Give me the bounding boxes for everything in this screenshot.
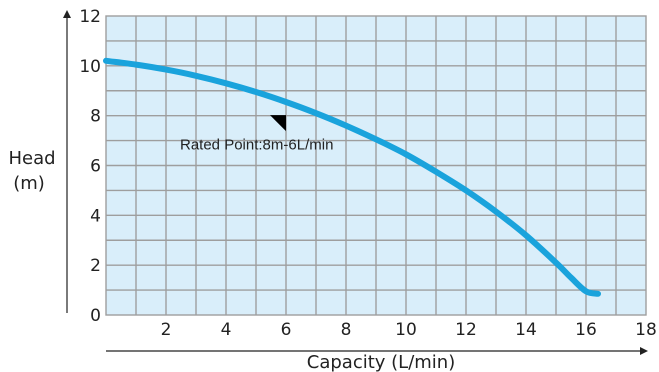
grid-layer xyxy=(106,16,646,315)
y-tick-label: 2 xyxy=(90,256,101,276)
x-tick-label: 8 xyxy=(341,320,352,340)
y-axis-title-line2: (m) xyxy=(13,173,45,194)
rated-point-label: Rated Point:8m-6L/min xyxy=(180,137,333,154)
x-tick-label: 2 xyxy=(161,320,172,340)
annotation-layer: Rated Point:8m-6L/min xyxy=(180,115,333,154)
y-tick-label: 12 xyxy=(79,7,101,27)
y-tick-label: 8 xyxy=(90,107,101,127)
rated-point-marker xyxy=(270,115,286,132)
x-axis-title: Capacity (L/min) xyxy=(307,352,455,372)
y-tick-label: 0 xyxy=(90,306,101,326)
performance-curve xyxy=(103,57,601,297)
x-tick-label: 14 xyxy=(515,320,537,340)
curve-layer xyxy=(103,57,601,297)
x-tick-label: 4 xyxy=(221,320,232,340)
x-tick-label: 6 xyxy=(281,320,292,340)
x-tick-label: 12 xyxy=(455,320,477,340)
y-tick-label: 6 xyxy=(90,157,101,177)
y-tick-label: 10 xyxy=(79,57,101,77)
y-axis-title-line1: Head xyxy=(8,148,55,169)
x-tick-label: 18 xyxy=(635,320,657,340)
tick-label-layer: 2 4 6 8 10 12 14 16 18 0 2 4 6 8 10 12 xyxy=(79,7,656,340)
x-tick-label: 16 xyxy=(575,320,597,340)
y-tick-label: 4 xyxy=(90,206,101,226)
x-tick-label: 10 xyxy=(395,320,417,340)
